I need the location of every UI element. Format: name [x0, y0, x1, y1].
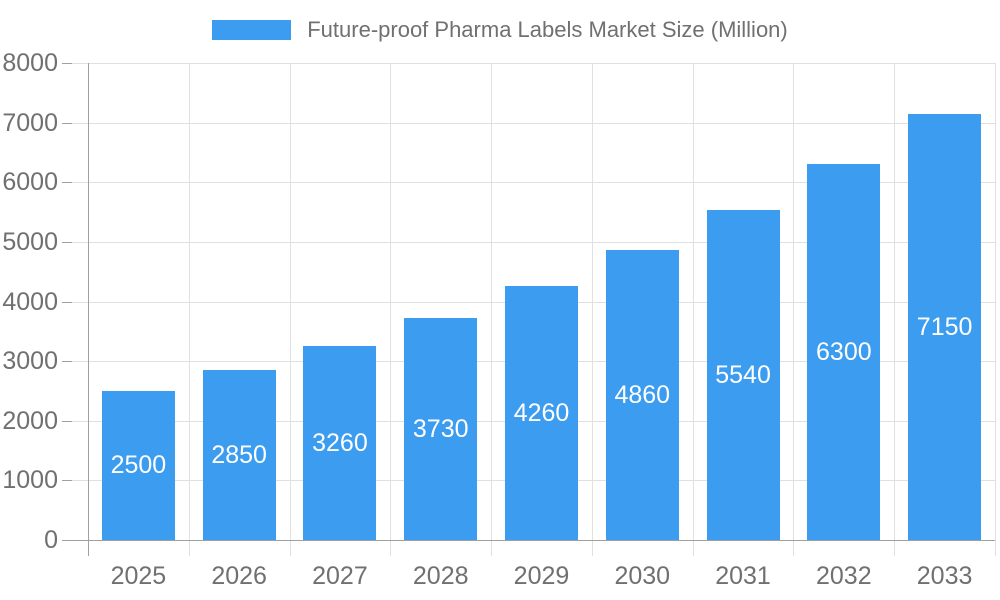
gridline-v: [188, 63, 190, 556]
legend: Future-proof Pharma Labels Market Size (…: [0, 17, 1000, 43]
bar-value-label: 4260: [513, 398, 570, 427]
bar: [706, 209, 780, 540]
gridline-h: [72, 63, 995, 64]
y-axis-label: 8000: [2, 49, 58, 77]
bar: [101, 390, 175, 540]
x-axis-label: 2027: [312, 562, 368, 590]
x-axis-label: 2033: [916, 562, 973, 590]
x-axis-label: 2028: [412, 562, 469, 590]
x-axis-label: 2029: [513, 562, 570, 590]
bar-value-label: 3730: [412, 414, 469, 443]
y-axis-label: 6000: [2, 168, 58, 197]
bar-value-label: 2850: [211, 441, 267, 470]
bar-value-label: 2500: [110, 451, 167, 480]
legend-item[interactable]: Future-proof Pharma Labels Market Size (…: [212, 17, 788, 43]
x-axis-label: 2030: [614, 562, 671, 590]
y-tick: [62, 420, 72, 422]
x-axis-label: 2031: [715, 562, 771, 590]
y-axis-label: 7000: [2, 108, 58, 137]
bar: [404, 317, 478, 540]
y-tick: [62, 480, 72, 482]
bar: [303, 345, 377, 540]
gridline-v: [692, 63, 694, 556]
bar-value-label: 4860: [614, 381, 671, 410]
legend-swatch: [212, 20, 292, 40]
y-axis-label: 3000: [2, 347, 58, 376]
gridline-h: [72, 182, 995, 184]
bar-value-label: 7150: [916, 312, 973, 341]
x-axis-label: 2026: [211, 562, 267, 590]
gridline-h: [72, 241, 995, 243]
y-axis-label: 2000: [2, 406, 58, 435]
y-tick: [62, 540, 72, 541]
x-axis-line: [62, 540, 995, 541]
gridline-v: [793, 63, 795, 556]
y-tick: [62, 182, 72, 184]
gridline-v: [491, 63, 493, 556]
y-axis-line: [88, 63, 89, 556]
x-axis-label: 2032: [816, 562, 872, 590]
bar-value-label: 5540: [715, 360, 771, 389]
gridline-v: [591, 63, 593, 556]
y-axis-label: 5000: [2, 227, 58, 256]
y-axis-label: 0: [44, 526, 58, 554]
gridline-v: [289, 63, 291, 556]
y-tick: [62, 241, 72, 243]
bar-value-label: 3260: [312, 428, 368, 457]
y-axis-label: 4000: [2, 287, 58, 316]
gridline-v: [995, 63, 996, 556]
bar-value-label: 6300: [816, 338, 872, 367]
gridline-h: [72, 122, 995, 124]
gridline-v: [894, 63, 896, 556]
y-tick: [62, 122, 72, 124]
y-tick: [62, 361, 72, 363]
bar: [202, 370, 276, 540]
y-tick: [62, 63, 72, 64]
legend-label: Future-proof Pharma Labels Market Size (…: [307, 17, 788, 42]
y-tick: [62, 301, 72, 303]
y-axis-label: 1000: [2, 466, 58, 495]
bar: [807, 164, 881, 540]
bar: [505, 285, 578, 540]
gridline-v: [390, 63, 392, 556]
bar: [908, 113, 982, 540]
x-axis-label: 2025: [110, 562, 167, 590]
bar: [605, 250, 679, 540]
